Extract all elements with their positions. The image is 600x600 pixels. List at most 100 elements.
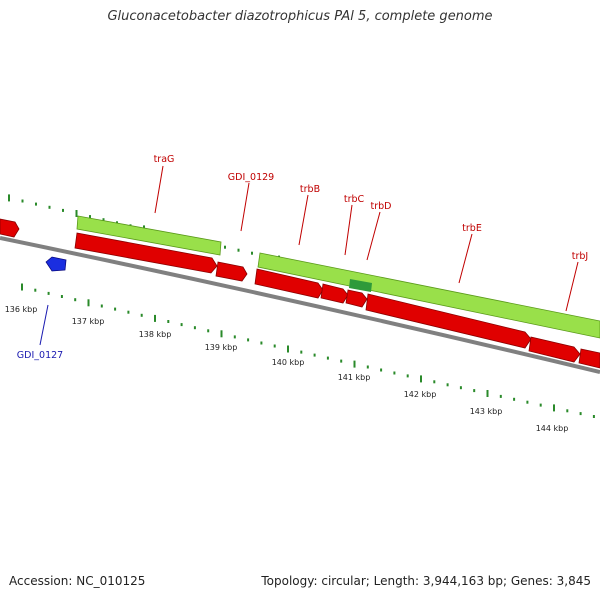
scale-label: 142 kbp [404, 390, 437, 399]
minor-tick [180, 323, 183, 327]
minor-tick [566, 409, 569, 413]
reverse-gene-trbJ-region[interactable] [528, 336, 581, 363]
reverse-gene-right-edge[interactable] [578, 348, 600, 369]
minor-tick [100, 304, 103, 308]
major-tick [87, 299, 90, 307]
minor-tick [247, 338, 250, 342]
major-tick [420, 375, 422, 383]
gene-label-leaders [39, 165, 579, 346]
minor-tick [167, 320, 170, 323]
major-tick [287, 345, 289, 353]
gene-label-GDI_0127: GDI_0127 [17, 350, 63, 361]
major-tick [353, 360, 356, 368]
major-tick [154, 314, 156, 322]
gene-label-trbD: trbD [371, 201, 392, 212]
scale-label: 137 kbp [72, 317, 105, 326]
title: Gluconacetobacter diazotrophicus PAl 5, … [107, 9, 493, 24]
minor-tick [473, 389, 476, 393]
minor-tick [446, 383, 449, 387]
minor-tick [21, 199, 24, 203]
minor-tick [127, 310, 130, 314]
minor-tick [579, 412, 582, 416]
minor-tick [326, 356, 329, 360]
gene-GDI_0127[interactable] [45, 256, 67, 272]
leader-traG [154, 165, 164, 214]
reverse-gene-GDI_0129[interactable] [215, 261, 248, 282]
minor-tick [260, 341, 263, 345]
minor-tick [237, 248, 240, 252]
minor-tick [114, 307, 117, 311]
gene-label-trbC: trbC [344, 194, 365, 205]
gene-label-trbJ: trbJ [572, 251, 588, 262]
minor-tick [513, 397, 516, 401]
major-tick [486, 390, 489, 397]
reverse-gene-trbB[interactable] [254, 268, 324, 299]
minor-tick [406, 374, 409, 378]
genome-summary-text: Topology: circular; Length: 3,944,163 bp… [261, 574, 591, 588]
major-tick [75, 210, 78, 217]
minor-tick [459, 386, 462, 390]
scale-label: 139 kbp [205, 343, 238, 352]
minor-tick [393, 371, 396, 375]
minor-tick [433, 380, 436, 384]
forward-gene-trbC-highlight[interactable] [349, 279, 372, 292]
minor-tick [35, 202, 37, 206]
reverse-gene-traG[interactable] [74, 232, 218, 274]
major-tick [553, 404, 555, 412]
forward-gene-trb-operon[interactable] [257, 252, 600, 339]
minor-tick [340, 359, 343, 363]
scale-label: 141 kbp [338, 373, 371, 382]
minor-tick [526, 400, 529, 404]
minor-tick [313, 353, 316, 357]
lower-tick-track [21, 283, 595, 418]
minor-tick [34, 288, 37, 292]
minor-tick [366, 365, 369, 369]
minor-tick [102, 218, 105, 222]
leader-GDI_0129 [240, 182, 250, 232]
minor-tick [251, 251, 253, 255]
reverse-gene-trbC[interactable] [320, 283, 349, 304]
minor-tick [47, 291, 50, 295]
leader-trbB [298, 194, 309, 246]
forward-gene-traG[interactable] [76, 215, 222, 256]
scale-label: 140 kbp [272, 358, 305, 367]
minor-tick [60, 295, 63, 298]
reverse-gene-trbD[interactable] [345, 289, 368, 308]
leader-trbD [366, 211, 381, 261]
genome-backbone [0, 236, 600, 374]
scale-label: 143 kbp [470, 407, 503, 416]
minor-tick [193, 326, 196, 330]
minor-tick [300, 350, 303, 354]
minor-tick [140, 313, 143, 317]
minor-tick [380, 368, 383, 372]
major-tick [220, 330, 223, 338]
scale-label: 138 kbp [139, 330, 172, 339]
leader-GDI_0127 [39, 304, 49, 346]
leader-trbC [344, 204, 353, 256]
minor-tick [62, 208, 64, 212]
minor-tick [74, 298, 77, 302]
gene-label-trbE: trbE [462, 223, 482, 234]
minor-tick [224, 245, 226, 249]
leader-trbJ [565, 261, 579, 312]
reverse-gene-trbE[interactable] [365, 293, 532, 349]
gene-label-traG: traG [154, 154, 175, 165]
minor-tick [499, 394, 502, 398]
minor-tick [592, 415, 595, 418]
leader-trbE [458, 233, 473, 284]
minor-tick [207, 329, 210, 333]
major-tick [8, 194, 10, 202]
gene-label-GDI_0129: GDI_0129 [228, 172, 274, 183]
major-tick [21, 283, 23, 291]
gene-label-trbB: trbB [300, 184, 320, 195]
scale-label: 136 kbp [5, 305, 38, 314]
scale-label: 144 kbp [536, 424, 569, 433]
minor-tick [48, 205, 51, 209]
accession-text: Accession: NC_010125 [9, 574, 146, 588]
minor-tick [539, 403, 542, 407]
reverse-gene-left-edge[interactable] [0, 218, 20, 238]
minor-tick [233, 335, 236, 339]
minor-tick [89, 215, 91, 219]
minor-tick [273, 344, 276, 348]
